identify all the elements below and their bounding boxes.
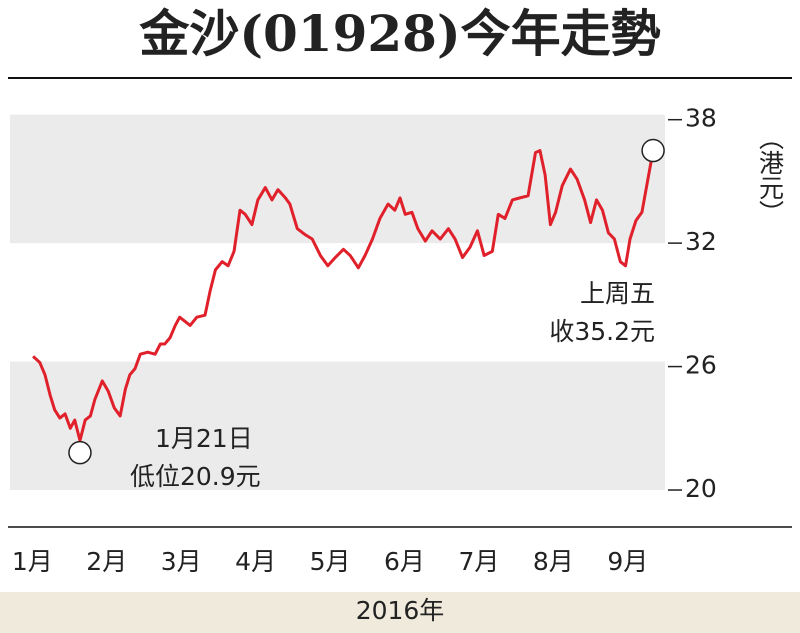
annotation: 收35.2元 [549,317,655,346]
x-tick-label: 3月 [161,547,202,576]
x-tick-label: 9月 [607,547,648,576]
annotation: 上周五 [580,279,655,308]
x-tick-label: 1月 [12,547,53,576]
y-tick-label: 32 [685,227,717,256]
y-tick-label: 26 [685,351,717,380]
y-axis-label: （港元） [756,125,785,225]
annotation: 1月21日 [155,424,253,453]
band [10,114,665,244]
footer-strip [0,592,800,633]
y-tick-label: 20 [685,474,717,503]
point-marker [641,138,665,163]
x-axis-label: 2016年 [356,596,445,625]
annotation: 低位20.9元 [130,462,261,491]
point-marker [68,440,92,465]
x-tick-label: 4月 [235,547,276,576]
x-tick-label: 6月 [384,547,425,576]
x-tick-label: 8月 [533,547,574,576]
band [10,361,665,491]
x-tick-label: 2月 [86,547,127,576]
y-tick-label: 38 [685,104,717,133]
x-tick-label: 5月 [310,547,351,576]
line [32,149,655,443]
x-tick-label: 7月 [458,547,499,576]
chart-title: 金沙(01928)今年走勢 [139,4,660,63]
